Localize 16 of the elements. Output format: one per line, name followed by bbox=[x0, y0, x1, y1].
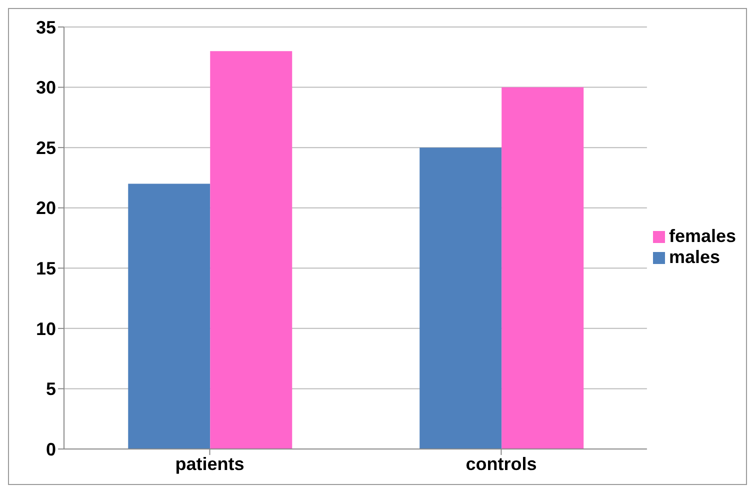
bar bbox=[502, 87, 584, 449]
y-tick-label: 15 bbox=[36, 258, 56, 279]
x-tick-label: patients bbox=[175, 454, 244, 474]
y-tick-label: 25 bbox=[36, 138, 56, 158]
y-tick-label: 10 bbox=[36, 318, 56, 339]
y-tick-label: 5 bbox=[46, 379, 56, 400]
legend-label: males bbox=[668, 246, 720, 266]
y-tick-label: 0 bbox=[46, 439, 56, 460]
y-tick-label: 30 bbox=[36, 78, 56, 98]
x-tick-label: controls bbox=[466, 454, 537, 474]
legend-label: females bbox=[668, 226, 736, 246]
bar bbox=[210, 51, 292, 449]
y-tick-label: 35 bbox=[36, 17, 56, 38]
bar bbox=[420, 148, 502, 449]
y-tick-label: 20 bbox=[36, 198, 56, 218]
bar bbox=[128, 184, 210, 449]
